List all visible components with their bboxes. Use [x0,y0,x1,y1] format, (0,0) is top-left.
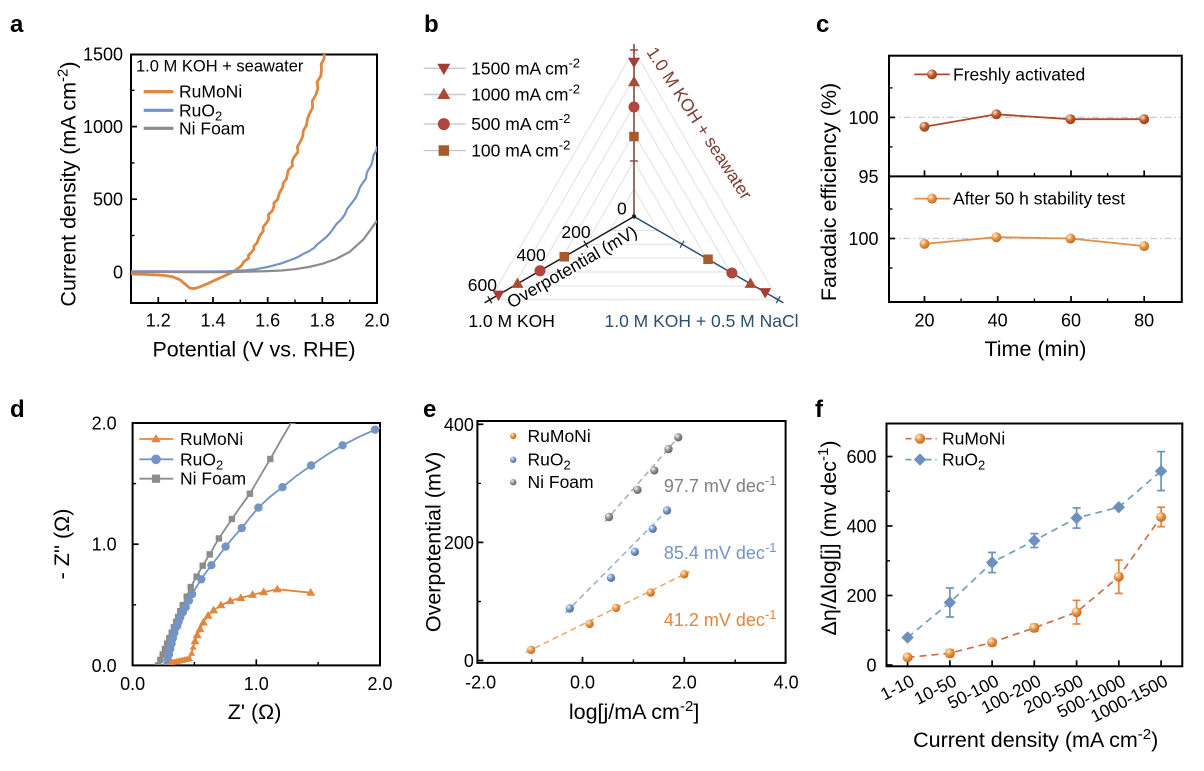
svg-text:40: 40 [988,311,1008,331]
svg-text:1.6: 1.6 [255,311,280,331]
svg-text:0.0: 0.0 [92,656,117,676]
svg-text:400: 400 [444,415,474,435]
svg-text:RuO2: RuO2 [942,450,985,473]
svg-text:Current density (mA cm-2): Current density (mA cm-2) [55,61,81,306]
svg-text:Ni Foam: Ni Foam [180,469,246,489]
svg-text:1.0 M KOH + seawater: 1.0 M KOH + seawater [136,58,304,76]
svg-text:2.0: 2.0 [92,414,117,434]
svg-text:97.7 mV dec-1: 97.7 mV dec-1 [664,473,777,496]
svg-text:RuO2: RuO2 [528,450,571,473]
svg-text:1500: 1500 [83,45,123,65]
svg-text:b: b [424,11,439,38]
svg-text:After 50 h stability test: After 50 h stability test [953,189,1125,209]
svg-text:500: 500 [93,190,123,210]
svg-text:600: 600 [468,275,497,295]
svg-text:RuMoNi: RuMoNi [942,429,1005,449]
svg-text:Freshly activated: Freshly activated [953,64,1085,84]
svg-text:400: 400 [516,245,545,265]
svg-text:1.8: 1.8 [310,311,335,331]
svg-text:100: 100 [848,229,878,249]
svg-text:1.0 M KOH + 0.5 M NaCl: 1.0 M KOH + 0.5 M NaCl [604,311,798,331]
svg-text:Faradaic efficiency (%): Faradaic efficiency (%) [817,83,841,301]
svg-text:0: 0 [617,198,627,218]
svg-text:Ni Foam: Ni Foam [179,118,245,138]
svg-text:0: 0 [866,656,876,676]
svg-text:log[j/mA cm-2]: log[j/mA cm-2] [569,698,699,724]
svg-text:Z' (Ω): Z' (Ω) [228,700,282,724]
svg-text:1.0 M KOH: 1.0 M KOH [468,311,555,331]
svg-text:400: 400 [846,517,876,537]
svg-text:1.0: 1.0 [244,674,269,694]
svg-text:85.4 mV dec-1: 85.4 mV dec-1 [664,540,777,563]
svg-text:80: 80 [1134,311,1154,331]
svg-text:100 mA cm-2: 100 mA cm-2 [471,138,570,161]
svg-text:e: e [423,396,436,423]
svg-text:2.0: 2.0 [367,674,392,694]
svg-text:600: 600 [846,447,876,467]
svg-text:200: 200 [561,222,590,242]
svg-text:Δη/Δlog[j] (mv dec-1): Δη/Δlog[j] (mv dec-1) [815,440,841,635]
svg-text:RuMoNi: RuMoNi [179,82,242,102]
svg-text:500 mA cm-2: 500 mA cm-2 [471,111,570,134]
svg-text:c: c [816,11,829,38]
svg-text:1000: 1000 [83,117,123,137]
svg-text:200: 200 [444,533,474,553]
svg-text:41.2 mV dec-1: 41.2 mV dec-1 [664,607,777,630]
svg-text:0.0: 0.0 [570,673,595,693]
svg-text:Time (min): Time (min) [984,337,1086,361]
svg-text:RuO2: RuO2 [180,449,223,472]
svg-text:Ni Foam: Ni Foam [528,472,594,492]
svg-text:20: 20 [914,311,934,331]
svg-text:200: 200 [846,586,876,606]
svg-text:a: a [10,11,24,38]
svg-text:- Z'' (Ω): - Z'' (Ω) [50,509,74,580]
svg-text:-2.0: -2.0 [465,673,496,693]
svg-text:60: 60 [1061,311,1081,331]
svg-text:2.0: 2.0 [672,673,697,693]
svg-text:Potential (V vs. RHE): Potential (V vs. RHE) [152,338,355,362]
svg-text:RuO2: RuO2 [179,100,222,123]
svg-text:100: 100 [848,108,878,128]
svg-text:95: 95 [858,167,878,187]
svg-text:1500 mA cm-2: 1500 mA cm-2 [471,55,580,78]
svg-text:Overpotential (mV): Overpotential (mV) [422,452,446,632]
svg-text:2.0: 2.0 [364,311,389,331]
svg-text:0: 0 [464,651,474,671]
svg-text:f: f [815,396,824,423]
svg-text:1000 mA cm-2: 1000 mA cm-2 [471,82,580,105]
svg-text:4.0: 4.0 [774,673,799,693]
svg-text:RuMoNi: RuMoNi [180,429,243,449]
svg-text:d: d [10,396,25,423]
svg-text:1.0: 1.0 [92,535,117,555]
svg-text:1.4: 1.4 [200,311,225,331]
svg-text:1.2: 1.2 [146,311,171,331]
svg-text:0: 0 [113,262,123,282]
svg-text:RuMoNi: RuMoNi [528,426,591,446]
svg-text:Current density (mA cm-2): Current density (mA cm-2) [913,726,1158,752]
svg-text:0.0: 0.0 [120,674,145,694]
